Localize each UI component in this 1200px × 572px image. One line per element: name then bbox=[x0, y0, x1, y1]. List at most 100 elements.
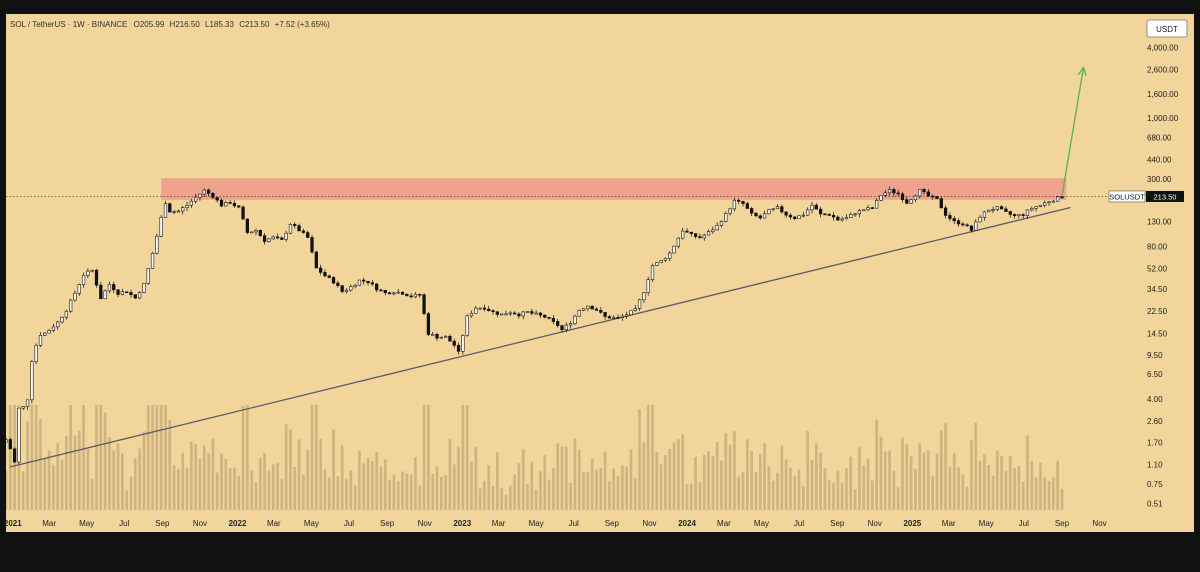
volume-bar bbox=[543, 455, 547, 510]
x-tick-label: 2022 bbox=[229, 519, 247, 528]
volume-bar bbox=[116, 443, 120, 510]
candle bbox=[331, 276, 336, 285]
candle bbox=[155, 233, 159, 255]
x-tick-label: Nov bbox=[193, 519, 207, 528]
x-tick-label: Jul bbox=[794, 519, 804, 528]
volume-bar bbox=[564, 446, 568, 510]
volume-bar bbox=[672, 442, 676, 510]
candle-body bbox=[810, 204, 814, 211]
candle bbox=[258, 229, 262, 238]
candle bbox=[801, 211, 806, 218]
support-trendline[interactable] bbox=[10, 206, 1071, 468]
candle bbox=[844, 214, 849, 220]
candle bbox=[1051, 199, 1055, 203]
volume-bar bbox=[918, 443, 922, 510]
volume-bar bbox=[896, 487, 900, 510]
chart-area[interactable]: 4,000.00 2,600.00 1,600.00 1,000.00 680.00 44… bbox=[6, 14, 1194, 532]
price-chart[interactable]: 4,000.00 2,600.00 1,600.00 1,000.00 680.00 44… bbox=[6, 14, 1194, 532]
volume-bar bbox=[595, 469, 598, 510]
projection-arrow[interactable] bbox=[1061, 67, 1085, 197]
candle bbox=[422, 293, 426, 316]
volume-bar bbox=[1060, 488, 1064, 510]
candle bbox=[754, 212, 758, 218]
candle-body bbox=[762, 213, 767, 219]
volume-bar bbox=[47, 450, 51, 510]
candle-body bbox=[43, 332, 47, 336]
candle bbox=[603, 311, 607, 320]
volume-bar bbox=[202, 445, 206, 510]
candle-body bbox=[922, 189, 926, 193]
candle-body bbox=[806, 209, 810, 216]
volume-bar bbox=[73, 435, 77, 510]
volume-bar bbox=[866, 459, 870, 510]
volume-bar bbox=[95, 405, 98, 510]
volume-bar bbox=[30, 405, 34, 510]
x-tick-label: Sep bbox=[830, 519, 845, 528]
candle-body bbox=[715, 224, 719, 231]
candle-body bbox=[1034, 206, 1038, 209]
candle bbox=[866, 204, 870, 212]
volume-bar bbox=[995, 450, 999, 510]
candle bbox=[379, 288, 383, 292]
candle-body bbox=[862, 209, 866, 212]
volume-bar bbox=[6, 470, 8, 510]
candle bbox=[512, 311, 517, 315]
candle-body bbox=[405, 294, 409, 297]
candle bbox=[94, 268, 99, 288]
candle-body bbox=[34, 345, 38, 362]
volume-bar bbox=[521, 449, 525, 510]
candle bbox=[12, 447, 17, 464]
candle bbox=[194, 193, 198, 204]
candles bbox=[6, 186, 1064, 464]
x-tick-label: 2025 bbox=[903, 519, 921, 528]
y-tick-label: 9.50 bbox=[1147, 351, 1163, 360]
candle bbox=[469, 310, 474, 318]
candle-body bbox=[232, 203, 237, 207]
candle-body bbox=[443, 335, 448, 338]
candle-body bbox=[495, 311, 499, 315]
y-tick-label: 300.00 bbox=[1147, 175, 1172, 184]
candle bbox=[1034, 206, 1038, 212]
candle bbox=[599, 307, 603, 314]
candle bbox=[357, 279, 362, 286]
candle bbox=[543, 314, 547, 319]
candle bbox=[646, 276, 650, 296]
volume-bar bbox=[849, 456, 853, 510]
volume-bar bbox=[685, 484, 689, 510]
candle-body bbox=[689, 231, 693, 234]
currency-button[interactable]: USDT bbox=[1146, 19, 1188, 38]
candle-body bbox=[25, 399, 30, 407]
volume-bar bbox=[646, 405, 650, 510]
candle bbox=[413, 291, 418, 299]
candle-body bbox=[133, 294, 137, 299]
candle bbox=[1030, 206, 1034, 212]
candle bbox=[146, 268, 150, 285]
candle bbox=[51, 323, 56, 333]
candle bbox=[870, 206, 874, 209]
open-value: O205.99 bbox=[134, 20, 165, 29]
candle bbox=[689, 231, 693, 237]
candle-body bbox=[931, 195, 935, 198]
candle-body bbox=[64, 310, 68, 318]
volume-bar bbox=[922, 452, 926, 510]
volume-bar bbox=[1017, 465, 1021, 510]
candle bbox=[366, 280, 370, 286]
symbol-legend[interactable]: SOL / TetherUS · 1W · BINANCE O205.99 H2… bbox=[10, 20, 330, 29]
candle bbox=[788, 213, 793, 220]
volume-bar bbox=[371, 461, 374, 510]
volume-bar bbox=[974, 422, 978, 510]
volume-bar bbox=[987, 465, 991, 510]
x-tick-label: Mar bbox=[267, 519, 281, 528]
candle-body bbox=[314, 251, 318, 269]
volume-bar bbox=[689, 483, 693, 510]
candle bbox=[8, 437, 12, 450]
volume-bar bbox=[745, 439, 749, 510]
x-tick-label: May bbox=[979, 519, 994, 528]
volume-bar bbox=[77, 430, 81, 510]
candle-body bbox=[728, 208, 732, 214]
volume-bar bbox=[375, 452, 379, 510]
candle-body bbox=[603, 312, 607, 317]
volume-bar bbox=[1034, 476, 1038, 510]
candle-body bbox=[439, 336, 443, 339]
volume-bar bbox=[508, 485, 512, 510]
